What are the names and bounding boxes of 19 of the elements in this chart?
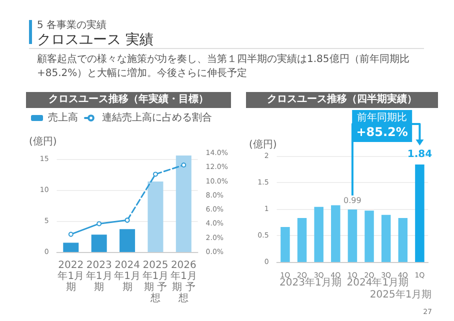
y-axis-title: (億円): [248, 138, 277, 150]
text: クロスユース 実績: [37, 31, 154, 49]
x-tick-label: 2023年1月期: [86, 260, 112, 293]
x-tick-label: 2025年1月期 予想: [142, 260, 169, 304]
data-label: 1.84: [407, 148, 432, 160]
text: 2025年1月期: [370, 288, 432, 300]
text: +85.2%: [356, 125, 408, 139]
x-tick-label: 2026年1月期 予想: [170, 260, 197, 304]
text: 前年同期比: [357, 112, 408, 124]
chart-title: クロスユース推移（年実績・目標）: [26, 92, 231, 108]
text: 顧客起点での様々な施策が功を奏し、当第１四半期の実績は1.85億円（前年同期比+85.2%）と大幅に増加。今後さらに伸長予定: [37, 53, 410, 81]
chart-title: クロスユース推移（四半期実績）: [246, 92, 438, 108]
y-axis-title: (億円): [28, 136, 57, 148]
legend-label: 連結売上高に占める割合: [102, 112, 212, 124]
legend-label: 売上高: [48, 112, 78, 124]
x-tick-label: 2024年1月期: [114, 260, 140, 293]
x-tick-label: 2022年1月期: [58, 260, 84, 293]
data-label: 0.99: [344, 196, 362, 206]
text: 5 各事業の実績: [37, 18, 107, 32]
